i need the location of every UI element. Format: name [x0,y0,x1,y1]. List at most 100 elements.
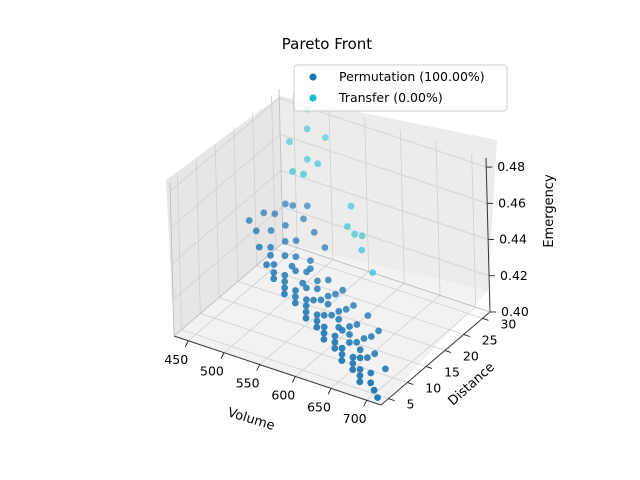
permutation-point [320,311,328,319]
permutation-point [321,244,329,251]
transfer-point [303,155,311,163]
y-axis-line [380,311,491,406]
legend-label-permutation: Permutation (100.00%) [339,69,485,84]
permutation-point [320,336,328,343]
data-points [245,105,389,401]
y-grid-line [256,265,464,335]
permutation-point [270,261,278,268]
transfer-point [358,246,366,254]
z-grid-line [171,170,282,264]
permutation-point [360,335,368,342]
permutation-point [353,321,361,328]
permutation-point [353,338,361,346]
y-grid-line [271,95,276,250]
y-tick-label: 10 [425,381,441,396]
permutation-point [338,351,346,358]
permutation-point [349,360,357,367]
y-grid-line [252,111,258,266]
permutation-point [313,323,321,331]
y-grid-line [237,281,446,351]
pane-back [280,96,497,291]
permutation-point [356,346,364,354]
pane-edge [169,181,175,337]
permutation-point [291,299,299,307]
pane-bottom [174,243,488,405]
x-grid-line [399,129,405,284]
x-tick-mark [184,340,189,347]
permutation-point [350,302,357,309]
x-tick-mark [220,352,225,359]
transfer-point [314,160,322,168]
transfer-point [369,269,377,276]
x-axis-line [173,335,382,406]
y-tick-mark [407,382,414,385]
permutation-point [255,243,263,251]
x-grid-line [328,105,334,260]
z-grid-line [280,133,488,204]
permutation-point [349,366,357,373]
permutation-point [303,268,310,276]
permutation-point [270,275,278,283]
permutation-point [302,308,310,316]
permutation-point [324,276,332,284]
permutation-point [302,314,310,322]
z-grid-line [172,206,283,301]
permutation-point [346,331,353,338]
permutation-point [331,345,339,352]
permutation-point [302,302,310,310]
x-tick-label: 550 [236,376,260,391]
permutation-point [342,305,350,313]
permutation-point [281,278,289,285]
permutation-point [267,227,275,234]
y-grid-line [195,159,201,314]
x-tick-label: 500 [200,364,224,379]
permutation-point [263,261,270,269]
permutation-point [338,326,346,334]
permutation-point [289,202,297,209]
x-grid-line [364,117,370,272]
permutation-point [364,354,371,361]
permutation-point [349,353,357,361]
permutation-point [338,344,346,352]
permutation-point [328,311,335,319]
permutation-point [281,271,289,279]
y-tick-label: 20 [463,348,479,363]
transfer-point [289,168,296,175]
transfer-point [347,202,355,210]
permutation-point [331,338,339,346]
x-grid-line [188,247,298,342]
y-tick-label: 5 [407,397,415,412]
permutation-point [335,315,343,323]
permutation-point [339,286,347,294]
legend-marker-permutation [309,73,317,81]
permutation-point [374,394,381,401]
permutation-point [313,311,321,319]
permutation-point [367,333,375,340]
transfer-point [321,134,329,142]
transfer-point [358,232,366,240]
transfer-point [300,170,307,178]
x-axis-label: Volume [226,405,277,433]
permutation-point [292,287,299,294]
x-tick-label: 650 [307,399,331,414]
y-tick-mark [425,366,433,369]
z-grid-line [280,170,489,240]
permutation-point [292,253,300,261]
z-axis-label: Emergency [542,174,557,248]
pane-edge [282,242,491,313]
pane-edge [278,88,284,244]
permutation-point [314,277,321,285]
permutation-point [370,386,378,394]
chart-title: Pareto Front [282,35,373,53]
permutation-point [324,300,332,308]
z-grid-line [169,97,280,192]
permutation-point [367,369,375,377]
permutation-point [303,296,310,303]
permutation-point [310,228,318,236]
y-tick-mark [463,334,470,337]
permutation-point [338,357,346,364]
x-grid-line [366,306,476,401]
permutation-point [332,290,339,298]
